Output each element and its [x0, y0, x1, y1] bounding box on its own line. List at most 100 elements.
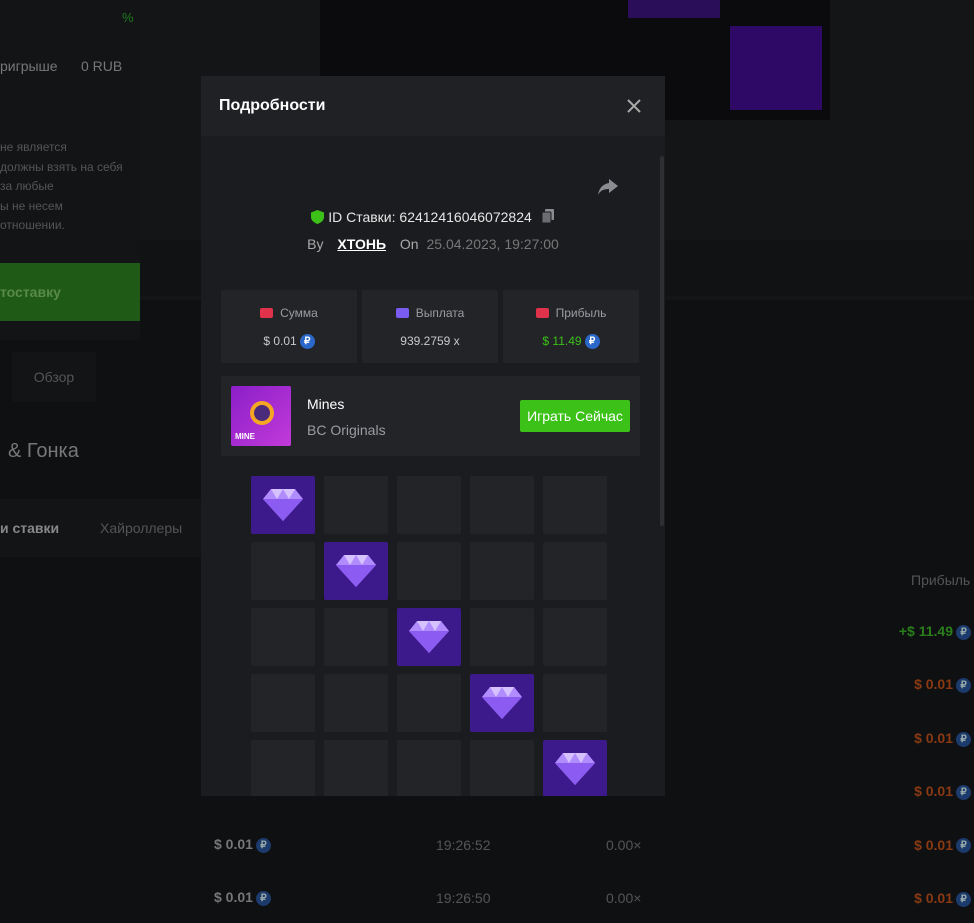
board-cell — [470, 542, 534, 600]
board-cell — [397, 740, 461, 796]
profit-header: Прибыль — [911, 572, 971, 588]
bet-time: 19:26:52 — [436, 837, 491, 853]
modal-title: Подробности — [219, 97, 326, 114]
board-cell — [397, 476, 461, 534]
currency-icon: ₽ — [956, 731, 971, 747]
profit-cell: +$ 11.49 ₽ — [899, 623, 971, 640]
board-cell — [324, 674, 388, 732]
profit-cell: $ 0.01 ₽ — [914, 676, 971, 694]
share-icon[interactable] — [597, 178, 619, 196]
profit-value: $ 0.01 — [914, 783, 953, 800]
stat-value-row: $ 0.01 ₽ — [221, 334, 357, 350]
game-icon: MINE — [231, 386, 291, 446]
disclaimer-line: не является — [0, 140, 67, 154]
disclaimer-line: ы не несем — [0, 198, 63, 213]
stat-icon — [260, 308, 274, 318]
close-button[interactable] — [627, 99, 641, 113]
game-provider: BC Originals — [307, 422, 386, 438]
currency-icon: ₽ — [299, 334, 315, 350]
bet-amount: $ 0.01 ₽ — [214, 836, 271, 853]
win-label: ригрыше — [0, 58, 58, 74]
board-cell — [251, 608, 315, 666]
board-cell — [543, 608, 607, 666]
bet-payout: 0.00× — [606, 837, 642, 853]
stat-label-row: Прибыль — [503, 306, 639, 320]
board-cell — [251, 542, 315, 600]
play-button[interactable]: Играть Сейчас — [520, 400, 630, 432]
profit-value: $ 0.01 — [914, 890, 953, 906]
bet-tab[interactable]: Хайроллеры — [100, 520, 183, 536]
amount-value: $ 0.01 — [214, 836, 253, 852]
user-link[interactable]: ХТОНЬ — [337, 236, 387, 252]
disclaimer-line: за любые — [0, 179, 54, 193]
stat-label: Выплата — [415, 306, 465, 320]
board-cell — [470, 608, 534, 666]
stat-value: $ 11.49 — [542, 334, 582, 348]
gem-cell — [251, 476, 315, 534]
stat-label: Прибыль — [555, 306, 607, 320]
stat-value: $ 0.01 — [263, 334, 297, 348]
board-cell — [324, 740, 388, 796]
profit-cell: $ 0.01 ₽ — [914, 890, 971, 907]
profit-cell: $ 0.01 ₽ — [914, 837, 971, 854]
bet-meta: By ХТОНЬ On 25.04.2023, 19:27:00 — [201, 236, 665, 252]
bet-time: 19:26:50 — [436, 890, 491, 906]
currency-icon: ₽ — [956, 678, 971, 694]
bet-tab-active[interactable]: и ставки — [0, 520, 60, 536]
stat-value-row: $ 11.49 ₽ — [503, 334, 639, 350]
disclaimer-line: отношении. — [0, 218, 65, 232]
currency-icon: ₽ — [956, 891, 971, 907]
profit-value: $ 0.01 — [914, 676, 953, 693]
game-icon-label: MINE — [235, 432, 255, 441]
profit-value: $ 0.01 — [914, 836, 953, 853]
bet-id-row: ID Ставки: 62412416046072824 — [201, 209, 665, 225]
section-title: & Гонка — [8, 440, 79, 462]
by-label: By — [307, 236, 324, 252]
scrollbar — [660, 156, 664, 526]
percent: % — [122, 10, 134, 25]
board-cell — [324, 476, 388, 534]
board-cell — [470, 476, 534, 534]
bet-payout: 0.00× — [606, 890, 642, 906]
gem-cell — [470, 674, 534, 732]
disclaimer-line: должны взять на себя — [0, 159, 123, 174]
board-cell — [397, 674, 461, 732]
disclaimer: не является должны взять на себя за любы… — [0, 138, 123, 236]
banner-cell — [730, 26, 822, 110]
board-cell — [543, 674, 607, 732]
banner-cell — [628, 0, 720, 18]
board-cell — [397, 542, 461, 600]
gem-cell — [324, 542, 388, 600]
stat-card: Выплата 939.2759 x — [362, 290, 498, 363]
stat-card: Сумма $ 0.01 ₽ — [221, 290, 357, 363]
board-cell — [543, 476, 607, 534]
overview-tab[interactable]: Обзор — [12, 352, 96, 402]
bomb-icon — [250, 401, 274, 425]
currency-icon: ₽ — [956, 624, 971, 640]
gem-cell — [543, 740, 607, 796]
currency-icon: ₽ — [956, 784, 971, 800]
currency-icon: ₽ — [584, 334, 600, 350]
board-cell — [251, 674, 315, 732]
win-value: 0 RUB — [81, 58, 123, 74]
autobet-button[interactable]: тоставку — [0, 263, 140, 321]
stat-icon — [535, 308, 549, 318]
game-card: MINE Mines BC Originals Играть Сейчас — [221, 376, 640, 456]
stat-card: Прибыль $ 11.49 ₽ — [503, 290, 639, 363]
modal-header: Подробности — [201, 76, 665, 136]
bet-id: ID Ставки: 62412416046072824 — [328, 209, 532, 225]
amount-value: $ 0.01 — [214, 889, 253, 905]
stat-label-row: Сумма — [221, 306, 357, 320]
currency-icon: ₽ — [956, 838, 971, 854]
currency-icon: ₽ — [255, 837, 271, 853]
stat-value: 939.2759 x — [400, 334, 460, 348]
stat-value-row: 939.2759 x — [362, 334, 498, 348]
bet-tabs — [0, 499, 210, 557]
stat-label: Сумма — [280, 306, 318, 320]
profit-value: +$ 11.49 — [898, 623, 953, 639]
board-cell — [251, 740, 315, 796]
stat-icon — [395, 308, 409, 318]
copy-icon[interactable] — [541, 209, 555, 224]
